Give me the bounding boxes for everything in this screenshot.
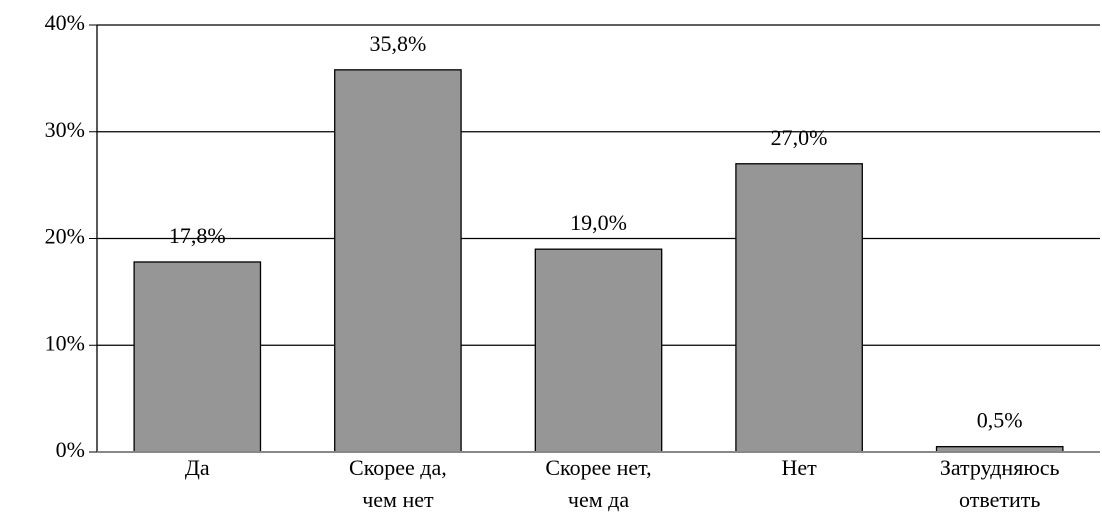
x-tick-label: Да (185, 455, 210, 480)
value-label: 0,5% (977, 408, 1023, 433)
value-label: 35,8% (369, 31, 426, 56)
x-tick-label: Нет (781, 455, 817, 480)
bar (334, 69, 462, 453)
x-tick-label: Затрудняюсь ответить (940, 455, 1060, 512)
value-label: 19,0% (570, 210, 627, 235)
x-tick-label: Скорее да, чем нет (349, 455, 447, 512)
y-tick-label: 10% (45, 330, 85, 355)
value-label: 27,0% (771, 125, 828, 150)
value-label: 17,8% (169, 223, 226, 248)
bar (133, 261, 262, 453)
y-tick-label: 20% (45, 224, 85, 249)
bar (534, 248, 663, 453)
y-tick-label: 30% (45, 117, 85, 142)
bar (735, 163, 863, 453)
y-tick-label: 0% (56, 437, 85, 462)
y-tick-label: 40% (45, 10, 85, 35)
x-tick-label: Скорее нет, чем да (545, 455, 651, 512)
